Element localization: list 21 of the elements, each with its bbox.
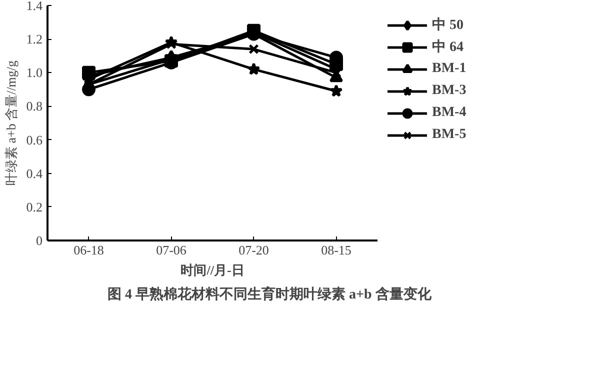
- y-tick-label: 0.8: [26, 98, 42, 114]
- x-tick-label: 08-15: [321, 242, 352, 258]
- legend-label: BM-4: [432, 105, 466, 121]
- legend-label: BM-5: [432, 127, 466, 143]
- legend-label: BM-3: [432, 83, 466, 99]
- legend-label: 中 64: [432, 38, 464, 56]
- x-axis-title: 时间//月-日: [180, 262, 244, 278]
- y-tick-label: 0.2: [26, 199, 42, 214]
- y-tick-label: 0.4: [26, 166, 43, 181]
- x-tick-label: 07-20: [238, 242, 269, 258]
- legend-label: BM-1: [432, 61, 466, 77]
- y-tick-label: 1.0: [26, 65, 42, 80]
- y-tick-label: 0: [36, 233, 42, 248]
- x-tick-label: 06-18: [74, 242, 104, 258]
- y-tick-label: 0.6: [26, 132, 43, 148]
- y-tick-label: 1.2: [26, 32, 42, 47]
- y-axis-title: 叶绿素 a+b 含量//mg/g: [3, 60, 18, 186]
- text: 图 4 早熟棉花材料不同生育时期叶绿素 a+b 含量变化: [108, 286, 432, 302]
- x-tick-label: 07-06: [156, 242, 187, 258]
- legend-label: 中 50: [432, 16, 464, 34]
- y-tick-label: 1.4: [26, 0, 43, 13]
